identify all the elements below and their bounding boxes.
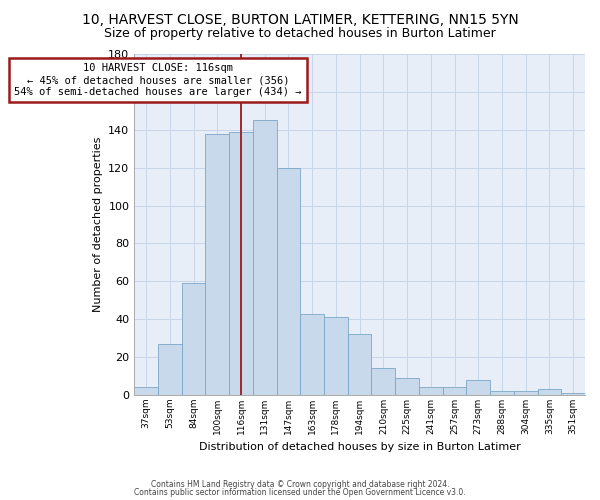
Bar: [277, 168, 301, 395]
Bar: [561, 393, 585, 395]
Bar: [443, 388, 466, 395]
Bar: [466, 380, 490, 395]
Bar: [419, 388, 443, 395]
Text: Contains public sector information licensed under the Open Government Licence v3: Contains public sector information licen…: [134, 488, 466, 497]
Bar: [348, 334, 371, 395]
Y-axis label: Number of detached properties: Number of detached properties: [93, 137, 103, 312]
Bar: [324, 318, 348, 395]
Bar: [158, 344, 182, 395]
Bar: [395, 378, 419, 395]
Text: 10, HARVEST CLOSE, BURTON LATIMER, KETTERING, NN15 5YN: 10, HARVEST CLOSE, BURTON LATIMER, KETTE…: [82, 12, 518, 26]
Text: Contains HM Land Registry data © Crown copyright and database right 2024.: Contains HM Land Registry data © Crown c…: [151, 480, 449, 489]
Bar: [371, 368, 395, 395]
Bar: [182, 283, 205, 395]
Bar: [538, 390, 561, 395]
Bar: [490, 391, 514, 395]
Text: 10 HARVEST CLOSE: 116sqm
← 45% of detached houses are smaller (356)
54% of semi-: 10 HARVEST CLOSE: 116sqm ← 45% of detach…: [14, 64, 302, 96]
Bar: [229, 132, 253, 395]
X-axis label: Distribution of detached houses by size in Burton Latimer: Distribution of detached houses by size …: [199, 442, 521, 452]
Bar: [253, 120, 277, 395]
Bar: [301, 314, 324, 395]
Text: Size of property relative to detached houses in Burton Latimer: Size of property relative to detached ho…: [104, 28, 496, 40]
Bar: [134, 388, 158, 395]
Bar: [205, 134, 229, 395]
Bar: [514, 391, 538, 395]
